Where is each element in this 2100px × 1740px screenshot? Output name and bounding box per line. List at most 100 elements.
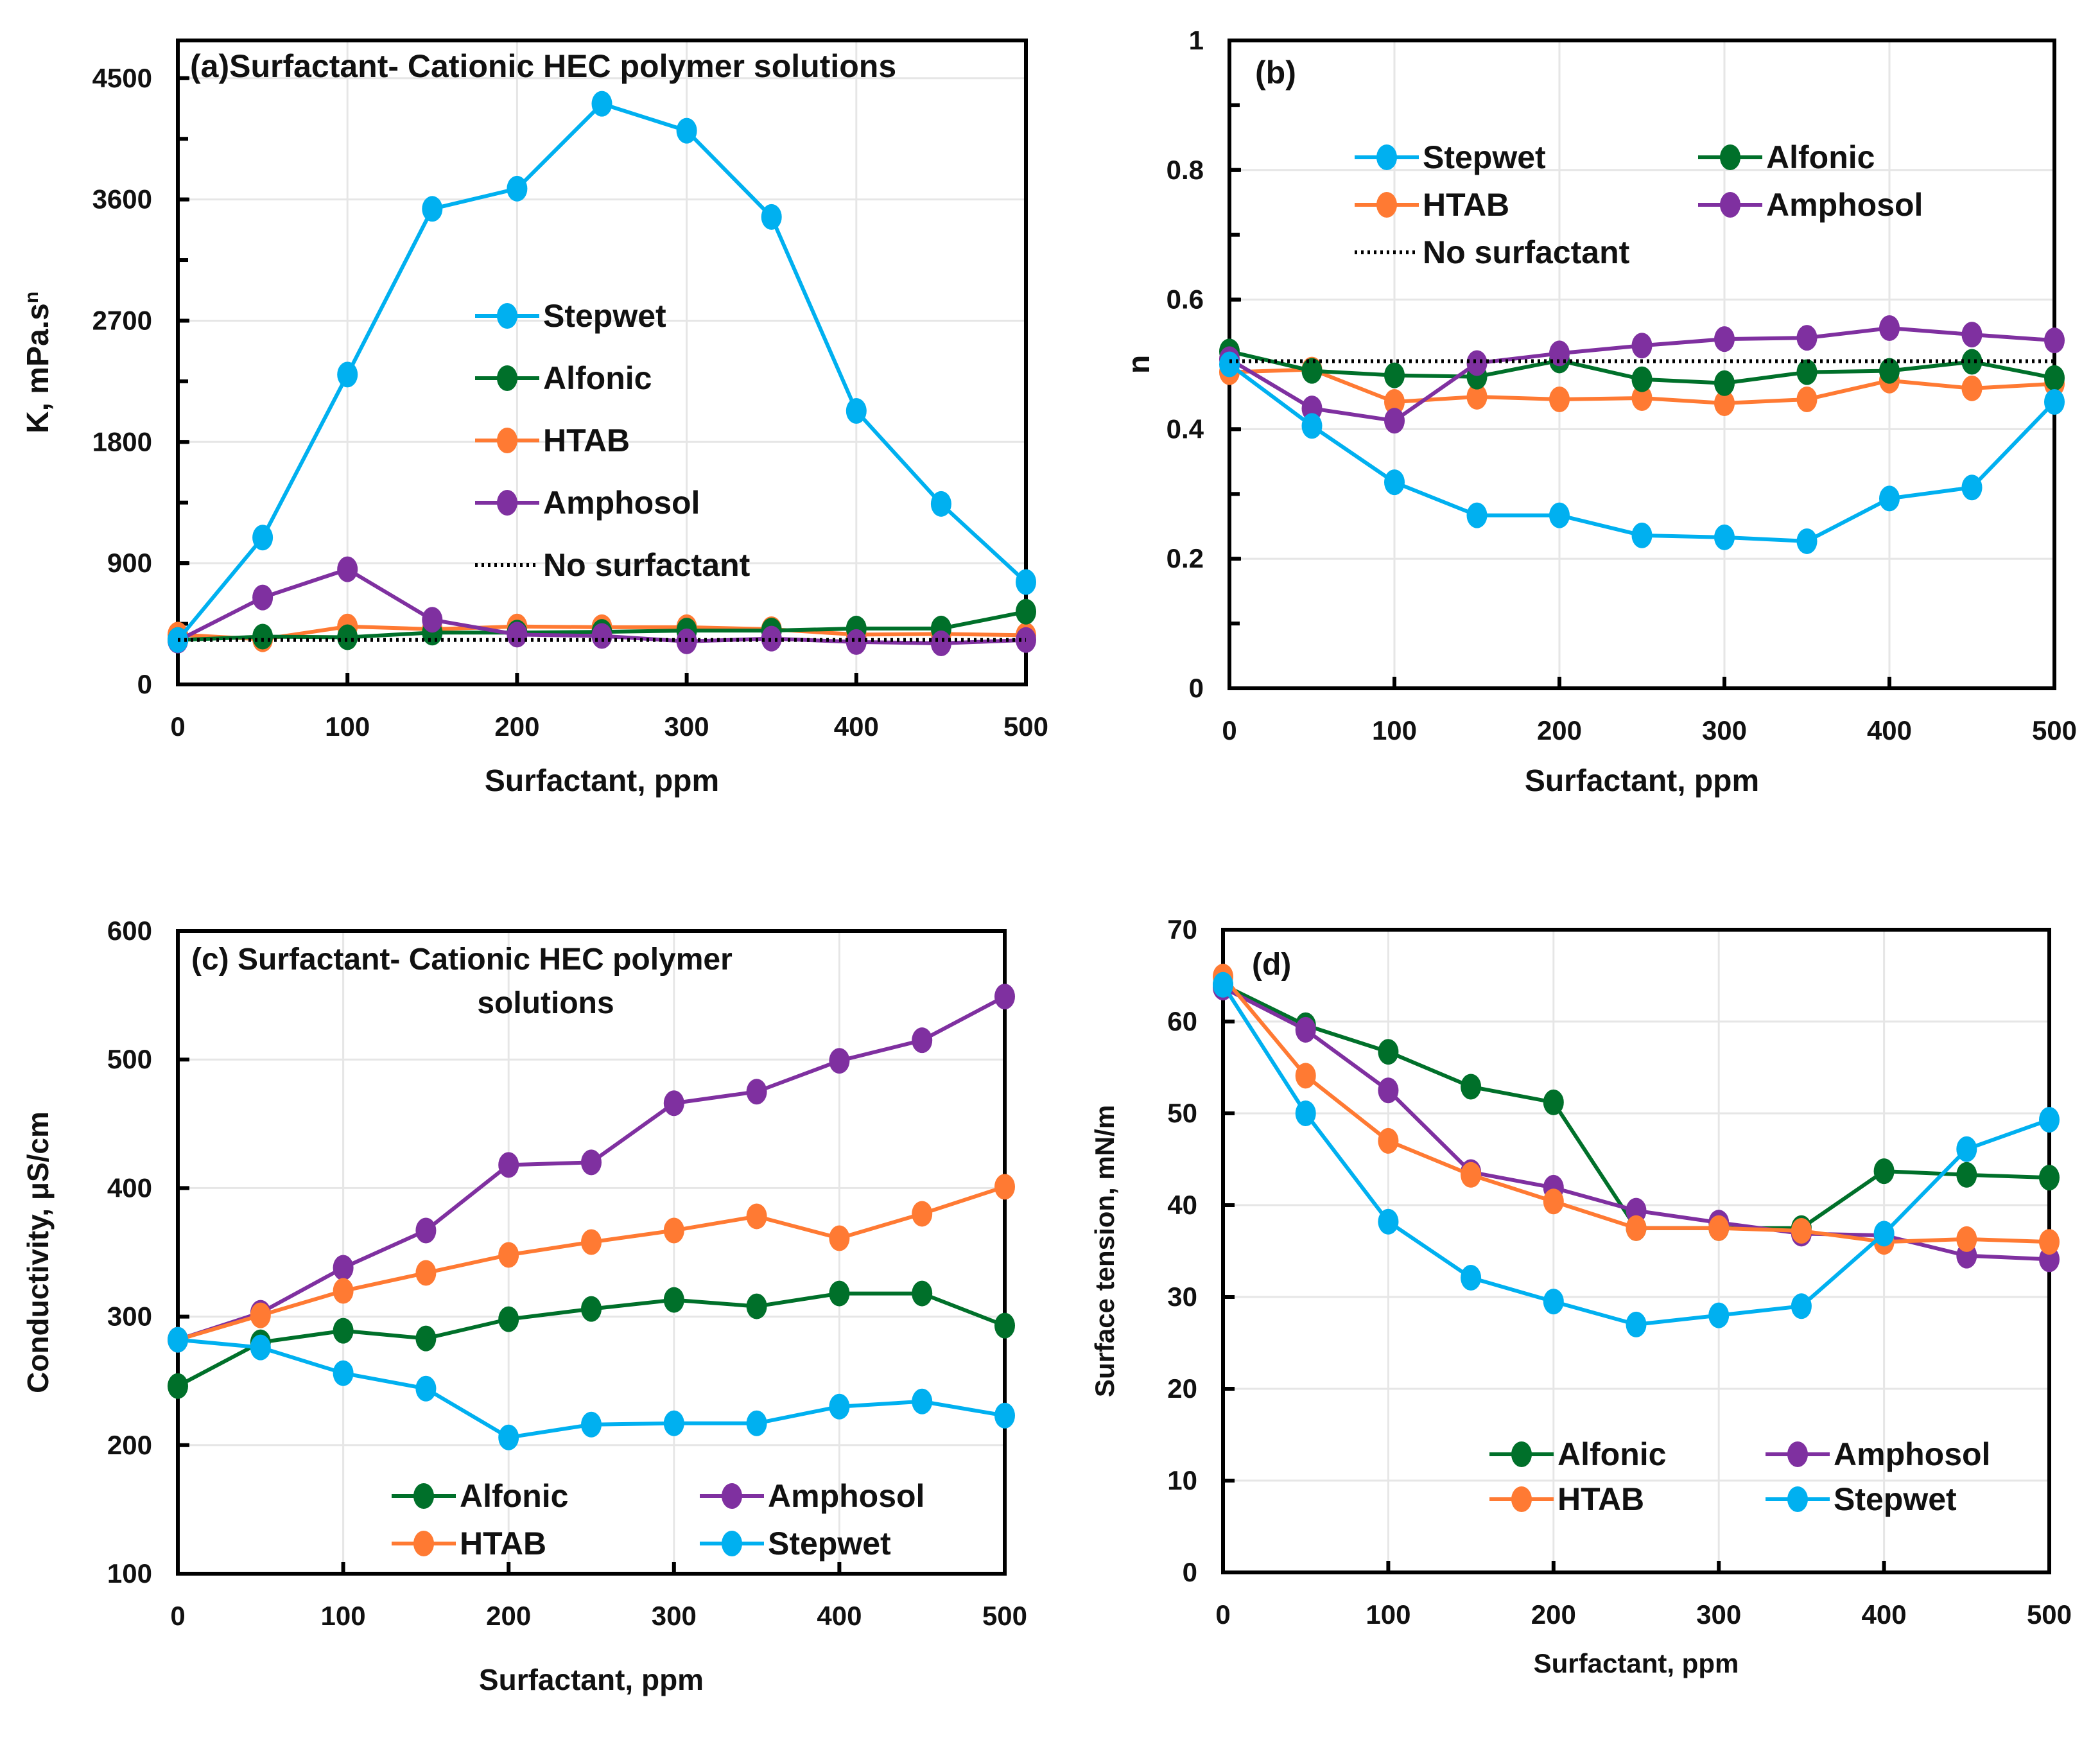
legend-marker-stepwet [497,303,517,329]
data-point-stepwet [333,1360,354,1386]
data-point-stepwet [581,1411,602,1438]
data-point-htab [994,1174,1015,1200]
data-point-alfonic [1961,349,1983,375]
panel-d-surface-tension-chart: 0 100 200 300 400 500 0 10 20 30 40 50 60 70 Surfactan… [1089,914,2072,1678]
data-point-htab [912,1201,933,1227]
legend-marker-htab [1376,192,1397,218]
data-point-stepwet [1626,1311,1647,1337]
data-point-stepwet [250,1334,271,1361]
x-tick-label: 300 [1696,1599,1741,1630]
y-tick-label: 600 [107,916,152,946]
legend: Alfonic Amphosol HTAB Stepwet [392,1478,924,1562]
data-point-alfonic [1873,1158,1895,1185]
y-tick-label: 50 [1167,1098,1197,1128]
series-line-stepwet [1221,984,2051,1327]
y-axis-title-superscript: n [21,291,42,303]
y-tick-label: 20 [1167,1373,1197,1404]
data-point-htab [746,1203,767,1230]
y-tick-label: 40 [1167,1190,1197,1220]
legend-marker-htab [1511,1486,1532,1512]
data-point-stepwet [994,1402,1015,1429]
data-point-htab [415,1260,437,1286]
data-point-stepwet [1378,1208,1399,1235]
data-point-htab [498,1242,519,1268]
y-axis-title: n [1122,355,1156,374]
data-point-alfonic [663,1287,684,1313]
data-point-htab [2039,1229,2060,1255]
data-point-amphosol [930,631,951,657]
legend-label-alfonic: Alfonic [1558,1436,1666,1472]
data-point-stepwet [1873,1221,1895,1247]
legend-marker-amphosol [497,490,517,516]
data-point-htab [1626,1215,1647,1241]
data-point-stepwet [1791,1293,1812,1319]
legend-label-amphosol: Amphosol [768,1478,924,1514]
data-point-stepwet [252,525,273,551]
y-tick-label: 4500 [92,63,152,93]
data-point-amphosol [337,556,358,582]
data-point-amphosol [581,1149,602,1176]
legend-label-stepwet: Stepwet [1834,1481,1957,1517]
data-point-htab [1295,1063,1316,1089]
data-point-htab [1791,1218,1812,1244]
data-point-alfonic [333,1318,354,1344]
y-tick-label: 70 [1167,914,1197,944]
x-axis-title: Surfactant, ppm [1534,1648,1739,1678]
data-point-stepwet [829,1393,850,1420]
data-point-stepwet [1295,1101,1316,1126]
data-point-amphosol [994,984,1015,1010]
data-point-stepwet [507,175,528,202]
data-point-htab [581,1229,602,1255]
legend-label-htab: HTAB [1423,187,1509,223]
legend-marker-amphosol [722,1483,742,1509]
x-tick-label: 0 [1215,1599,1230,1630]
data-point-stepwet [663,1410,684,1436]
y-axis-title: Surface tension, mN/m [1089,1105,1120,1397]
x-tick-label: 500 [1003,711,1048,742]
legend-marker-htab [497,428,517,453]
data-point-amphosol [663,1090,684,1117]
data-point-stepwet [1301,413,1323,439]
data-point-stepwet [846,398,867,424]
x-tick-label: 400 [1862,1599,1907,1630]
data-point-amphosol [829,1048,850,1074]
data-point-stepwet [1016,569,1036,595]
data-point-amphosol [1879,315,1900,341]
data-point-amphosol [252,584,273,611]
x-axis-title: Surfactant, ppm [479,1663,704,1696]
x-tick-label: 500 [2027,1599,2072,1630]
x-tick-label: 500 [982,1601,1027,1631]
panel-title: (c) Surfactant- Cationic HEC polymer [191,943,733,977]
data-point-htab [1708,1215,1730,1241]
data-point-alfonic [1714,370,1735,396]
data-point-stepwet [1796,528,1818,554]
data-point-alfonic [2044,365,2065,391]
data-point-alfonic [1461,1074,1482,1100]
data-point-amphosol [1961,322,1983,348]
data-point-alfonic [1016,598,1036,625]
data-point-htab [1956,1226,1977,1252]
legend-label-stepwet: Stepwet [768,1526,891,1562]
legend-label-amphosol: Amphosol [543,485,700,521]
plot-frame [1228,39,2056,690]
data-point-alfonic [1384,362,1405,388]
data-point-stepwet [422,196,443,222]
y-tick-label: 200 [107,1430,152,1460]
legend-label-no-surfactant: No surfactant [543,547,751,583]
y-tick-label: 0.6 [1167,284,1204,315]
data-point-htab [333,1278,354,1304]
data-point-htab [1714,390,1735,417]
data-point-alfonic [829,1280,850,1307]
data-point-amphosol [1466,350,1488,376]
data-point-alfonic [252,623,273,650]
y-tick-label: 400 [107,1172,152,1203]
x-tick-label: 0 [170,1601,185,1631]
data-point-stepwet [1461,1264,1482,1291]
data-point-amphosol [1295,1016,1316,1043]
panel-title-line2: solutions [477,986,614,1020]
legend-marker-alfonic [497,365,517,391]
data-point-alfonic [1956,1161,1977,1188]
y-tick-label: 0 [137,669,152,699]
legend-marker-stepwet [1787,1486,1808,1512]
